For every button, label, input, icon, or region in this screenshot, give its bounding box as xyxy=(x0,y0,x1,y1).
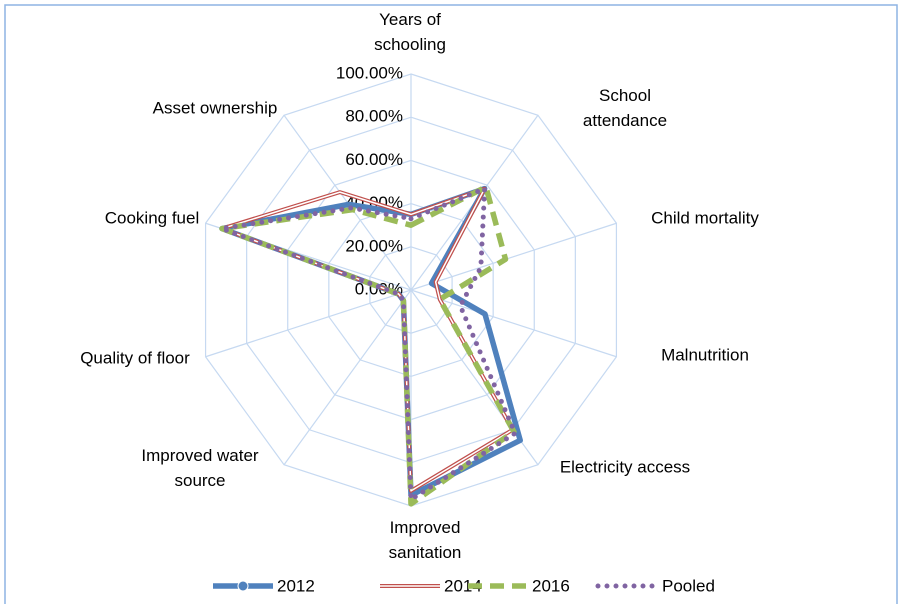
spoke xyxy=(410,222,617,291)
category-label: School attendance xyxy=(582,86,668,130)
y-tick-label: 20.00% xyxy=(345,236,403,255)
spoke xyxy=(283,289,412,466)
category-label: Electricity access xyxy=(559,457,691,477)
category-label: Child mortality xyxy=(651,208,759,228)
spoke xyxy=(205,289,412,358)
category-label: Cooking fuel xyxy=(104,208,200,228)
chart-border xyxy=(4,4,898,604)
series-line xyxy=(219,184,517,507)
category-label: Improved water source xyxy=(141,446,259,490)
legend-marker xyxy=(237,580,249,592)
category-label: Malnutrition xyxy=(661,345,749,365)
y-tick-label: 60.00% xyxy=(345,150,403,169)
category-label: Asset ownership xyxy=(152,98,278,118)
category-label: Quality of floor xyxy=(80,348,190,368)
y-tick-label: 80.00% xyxy=(345,107,403,126)
legend-label: 2014 xyxy=(444,576,482,595)
legend-label: Pooled xyxy=(662,576,715,595)
legend-label: 2016 xyxy=(532,576,570,595)
spoke xyxy=(410,289,617,358)
series-line-inner xyxy=(221,187,514,492)
y-tick-label: 100.00% xyxy=(336,63,403,82)
legend-label: 2012 xyxy=(277,576,315,595)
category-label: Improved sanitation xyxy=(388,518,462,562)
category-label: Years of schooling xyxy=(374,10,446,54)
